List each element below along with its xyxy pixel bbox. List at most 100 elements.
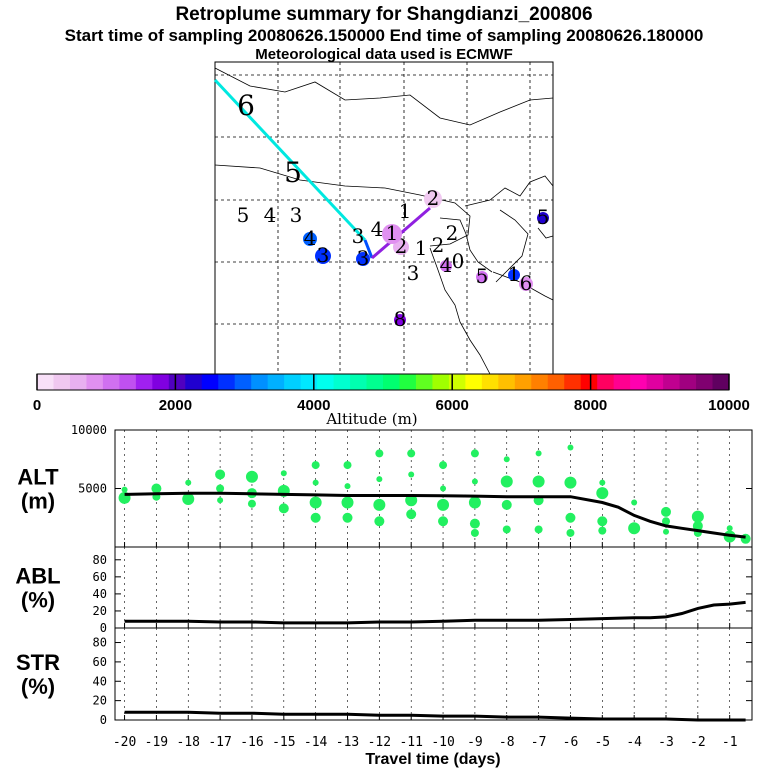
cluster-marker — [393, 239, 409, 255]
cluster-altitude-point — [437, 498, 450, 511]
cluster-altitude-point — [661, 506, 672, 517]
cluster-altitude-point — [468, 496, 481, 509]
cluster-altitude-point — [407, 449, 416, 458]
y-tick-label: 20 — [93, 694, 107, 708]
colorbar-cell — [498, 374, 516, 390]
cluster-marker — [315, 248, 331, 264]
cluster-altitude-point — [309, 496, 322, 509]
traj-cyan — [213, 78, 367, 242]
cluster-altitude-point — [598, 526, 607, 535]
cluster-altitude-point — [151, 483, 162, 494]
colorbar-cell — [613, 374, 631, 390]
cluster-label: 3 — [317, 243, 330, 267]
x-tick-label: -10 — [431, 735, 454, 750]
trajectory-label: 5 — [284, 156, 302, 189]
cluster-altitude-point — [564, 476, 577, 489]
cluster-label: 0 — [452, 249, 465, 273]
panel-frame — [114, 429, 753, 548]
colorbar-cell — [234, 374, 252, 390]
y-tick-label: 40 — [93, 674, 107, 688]
colorbar-tick-label: 8000 — [574, 397, 607, 414]
panel-unit: (m) — [21, 489, 55, 514]
colorbar-ticks: 0 2000 4000 6000 8000 10000 — [33, 374, 750, 414]
cluster-altitude-point — [628, 522, 641, 535]
cluster-altitude-point — [312, 479, 319, 486]
x-tick-label: -4 — [626, 735, 642, 750]
panel-2: 0 20 40 60 80 STR(%) — [16, 627, 753, 727]
x-tick-label: -12 — [368, 735, 391, 750]
traj-blue — [363, 239, 374, 259]
colorbar-cells — [37, 374, 730, 390]
cluster-label: 3 — [352, 224, 365, 248]
x-tick-label: -15 — [272, 735, 295, 750]
cluster-altitude-point — [343, 461, 352, 470]
cluster-altitude-point — [185, 479, 192, 486]
colorbar-cell — [284, 374, 302, 390]
map-frame — [214, 61, 554, 375]
panel-label: STR — [16, 650, 60, 675]
colorbar-cell — [415, 374, 433, 390]
cluster-altitude-point — [596, 487, 609, 500]
colorbar-cell — [564, 374, 582, 390]
x-tick-label: -13 — [336, 735, 359, 750]
colorbar: 0 2000 4000 6000 8000 10000 Altitude (m) — [33, 373, 750, 428]
cluster-label: 3 — [290, 203, 303, 227]
cluster-label: 3 — [357, 246, 370, 270]
cluster-altitude-point — [565, 512, 576, 523]
colorbar-tick-label: 2000 — [159, 397, 192, 414]
panel-frame — [114, 546, 753, 629]
colorbar-cell — [696, 374, 714, 390]
colorbar-cell — [481, 374, 499, 390]
colorbar-cell — [432, 374, 450, 390]
cluster-altitude-point — [501, 499, 512, 510]
cluster-label: 5 — [537, 205, 550, 229]
cluster-label: 8 — [394, 307, 407, 331]
x-tick-label: -19 — [145, 735, 168, 750]
cluster-altitude-point — [663, 528, 670, 535]
colorbar-cell — [679, 374, 697, 390]
colorbar-cell — [69, 374, 87, 390]
cluster-altitude-point — [532, 475, 545, 488]
colorbar-cell — [102, 374, 120, 390]
colorbar-cell — [119, 374, 137, 390]
cluster-altitude-point — [566, 528, 575, 537]
colorbar-cell — [300, 374, 318, 390]
cluster-label: 4 — [304, 226, 317, 250]
cluster-altitude-point — [408, 471, 415, 478]
cluster-altitude-point — [503, 456, 510, 463]
colorbar-cell — [514, 374, 532, 390]
time-series-panels: 500010000ALT(m)020406080ABL(%)020406080S… — [15, 423, 753, 768]
colorbar-cell — [712, 374, 730, 390]
x-tick-label: -9 — [467, 735, 483, 750]
colorbar-cell — [218, 374, 236, 390]
title: Retroplume summary for Shangdianzi_20080… — [175, 4, 593, 25]
x-tick-label: -1 — [722, 735, 738, 750]
cluster-altitude-point — [216, 484, 225, 493]
cluster-altitude-point — [376, 476, 383, 483]
cluster-altitude-point — [280, 470, 287, 477]
cluster-altitude-point — [502, 525, 511, 534]
y-tick-label: 0 — [100, 621, 107, 635]
x-tick-label: -2 — [690, 735, 706, 750]
colorbar-cell — [350, 374, 368, 390]
colorbar-cell — [580, 374, 598, 390]
cluster-label: 6 — [520, 271, 533, 295]
cluster-label: 2 — [446, 221, 459, 245]
cluster-altitude-point — [342, 512, 353, 523]
cluster-altitude-point — [278, 503, 289, 514]
cluster-altitude-point — [182, 493, 195, 506]
cluster-altitude-point — [599, 479, 606, 486]
series-line — [124, 491, 746, 539]
colorbar-label: Altitude (m) — [325, 410, 417, 428]
colorbar-cell — [37, 374, 54, 390]
x-tick-label: -5 — [594, 735, 610, 750]
colorbar-cell — [399, 374, 417, 390]
cluster-marker — [382, 224, 402, 244]
x-axis: -20 -19 -18 -17 -16 -15 -14 -13 -12 -11 -10 -9 -8 -7 -… — [113, 735, 738, 768]
cluster-altitude-point — [471, 478, 478, 485]
y-tick-label: 5000 — [78, 482, 107, 496]
cluster-altitude-point — [470, 449, 479, 458]
colorbar-cell — [152, 374, 170, 390]
